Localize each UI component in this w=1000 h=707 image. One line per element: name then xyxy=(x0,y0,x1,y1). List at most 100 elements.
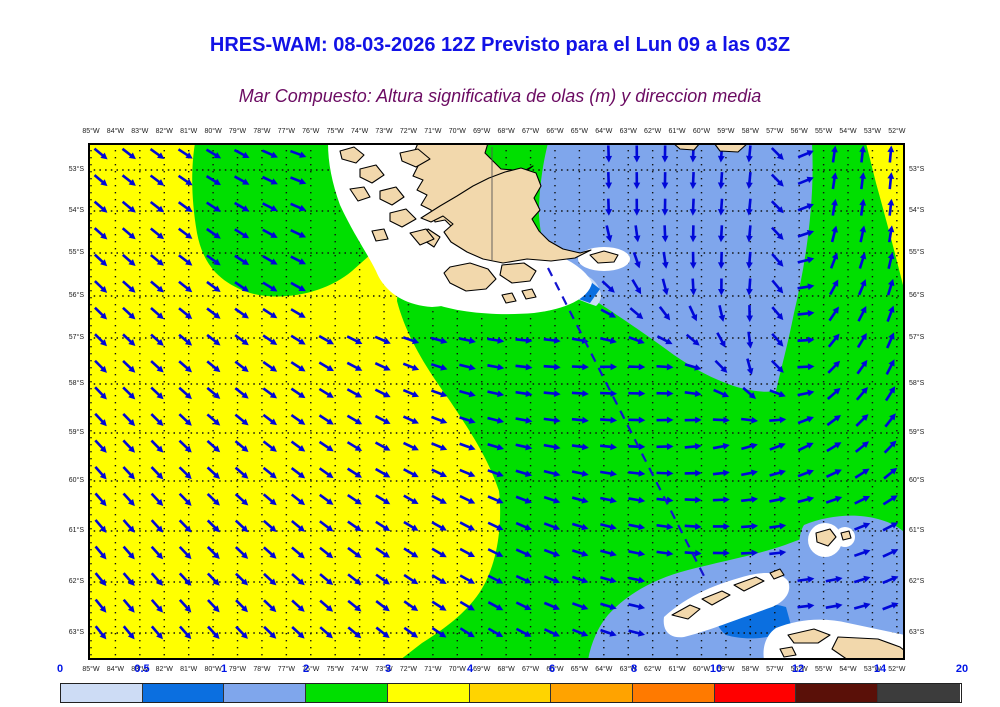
lon-label-bottom: 71°W xyxy=(424,666,442,673)
lon-label-top: 82°W xyxy=(155,128,173,135)
lat-label-left: 54°S xyxy=(68,207,84,214)
lon-label-bottom: 76°W xyxy=(302,666,320,673)
lon-label-top: 78°W xyxy=(253,128,271,135)
lon-label-top: 64°W xyxy=(595,128,613,135)
colorbar-value: 10 xyxy=(709,663,723,675)
lon-label-top: 57°W xyxy=(766,128,784,135)
lon-label-top: 67°W xyxy=(521,128,540,135)
lon-label-top: 53°W xyxy=(863,128,882,135)
lat-label-right: 60°S xyxy=(909,477,925,484)
lon-label-top: 54°W xyxy=(839,128,857,135)
lon-label-bottom: 70°W xyxy=(448,666,466,673)
sea-yellow-ne-corner xyxy=(866,143,905,293)
lat-label-right: 55°S xyxy=(909,249,925,256)
lon-label-bottom: 85°W xyxy=(82,666,100,673)
lat-label-left: 62°S xyxy=(68,578,84,585)
colorbar-segment xyxy=(469,684,552,702)
lon-label-top: 56°W xyxy=(790,128,808,135)
lon-label-top: 75°W xyxy=(326,128,344,135)
lat-label-right: 59°S xyxy=(909,429,925,436)
lon-label-top: 60°W xyxy=(692,128,711,135)
colorbar-segment xyxy=(224,684,307,702)
dashed-track-line xyxy=(547,267,708,583)
lon-label-bottom: 55°W xyxy=(814,666,833,673)
lon-label-top: 84°W xyxy=(106,128,125,135)
land-estados xyxy=(589,250,619,264)
land-navarino xyxy=(499,262,537,284)
lat-label-left: 63°S xyxy=(68,629,84,636)
lat-label-right: 62°S xyxy=(909,578,925,585)
colorbar-segment xyxy=(714,684,797,702)
lon-label-top: 79°W xyxy=(228,128,247,135)
lat-label-right: 56°S xyxy=(909,292,925,299)
lon-label-top: 76°W xyxy=(302,128,320,135)
map-frame xyxy=(88,143,905,660)
lon-label-top: 62°W xyxy=(644,128,662,135)
lat-label-left: 55°S xyxy=(68,249,84,256)
lon-label-top: 69°W xyxy=(473,128,491,135)
lat-label-left: 57°S xyxy=(68,334,84,341)
lon-label-top: 55°W xyxy=(814,128,833,135)
colorbar-value: 14 xyxy=(873,663,887,675)
lon-label-bottom: 64°W xyxy=(595,666,613,673)
colorbar-segment xyxy=(306,684,388,702)
lon-label-bottom: 53°W xyxy=(863,666,882,673)
lon-label-top: 73°W xyxy=(375,128,393,135)
lat-label-right: 57°S xyxy=(909,334,925,341)
colorbar-value: 8 xyxy=(630,663,638,675)
lat-label-left: 61°S xyxy=(68,527,84,534)
lon-label-bottom: 56°W xyxy=(790,666,808,673)
lon-label-bottom: 78°W xyxy=(253,666,271,673)
lat-label-left: 60°S xyxy=(68,477,84,484)
colorbar-segment xyxy=(878,684,960,702)
lon-label-top: 72°W xyxy=(399,128,418,135)
lon-label-bottom: 83°W xyxy=(131,666,149,673)
lon-label-top: 77°W xyxy=(277,128,295,135)
lat-label-right: 53°S xyxy=(909,166,925,173)
colorbar-value: 1 xyxy=(220,663,228,675)
page-subtitle: Mar Compuesto: Altura significativa de o… xyxy=(238,86,762,106)
lat-label-left: 53°S xyxy=(68,166,84,173)
colorbar-segment xyxy=(551,684,634,702)
lon-label-bottom: 81°W xyxy=(180,666,198,673)
lon-label-bottom: 84°W xyxy=(106,666,125,673)
lon-label-bottom: 77°W xyxy=(277,666,295,673)
page-title: HRES-WAM: 08-03-2026 12Z Previsto para e… xyxy=(209,34,791,56)
lon-label-top: 63°W xyxy=(619,128,637,135)
colorbar-value: 6 xyxy=(548,663,556,675)
lon-label-top: 52°W xyxy=(888,128,906,135)
wave-map xyxy=(88,142,906,661)
colorbar-value: 0.5 xyxy=(134,663,150,675)
wave-map-svg xyxy=(88,142,906,661)
lon-label-bottom: 57°W xyxy=(766,666,784,673)
colorbar-segment xyxy=(633,684,715,702)
lon-label-bottom: 68°W xyxy=(497,666,515,673)
lon-label-top: 68°W xyxy=(497,128,515,135)
lon-label-bottom: 58°W xyxy=(741,666,759,673)
lon-label-bottom: 54°W xyxy=(839,666,857,673)
land-hoste xyxy=(443,262,497,292)
land-south-shetlands xyxy=(671,604,701,620)
colorbar-segment xyxy=(387,684,470,702)
colorbar-value: 12 xyxy=(791,663,805,675)
lon-label-bottom: 79°W xyxy=(228,666,247,673)
colorbar-segment xyxy=(142,684,225,702)
colorbar xyxy=(60,683,962,703)
colorbar-segment xyxy=(796,684,879,702)
lon-label-top: 81°W xyxy=(180,128,198,135)
lat-label-left: 58°S xyxy=(68,380,84,387)
lon-label-bottom: 67°W xyxy=(521,666,540,673)
lon-label-bottom: 60°W xyxy=(692,666,711,673)
colorbar-value: 4 xyxy=(466,663,474,675)
lon-label-top: 80°W xyxy=(204,128,222,135)
lon-label-bottom: 63°W xyxy=(619,666,637,673)
lon-label-top: 58°W xyxy=(741,128,759,135)
lon-label-bottom: 74°W xyxy=(351,666,369,673)
land-tierra-del-fuego xyxy=(420,167,592,264)
land-masses xyxy=(339,142,906,661)
lat-label-right: 58°S xyxy=(909,380,925,387)
lon-label-bottom: 75°W xyxy=(326,666,344,673)
lon-label-top: 59°W xyxy=(717,128,735,135)
lon-label-top: 85°W xyxy=(82,128,100,135)
lat-label-right: 61°S xyxy=(909,527,925,534)
